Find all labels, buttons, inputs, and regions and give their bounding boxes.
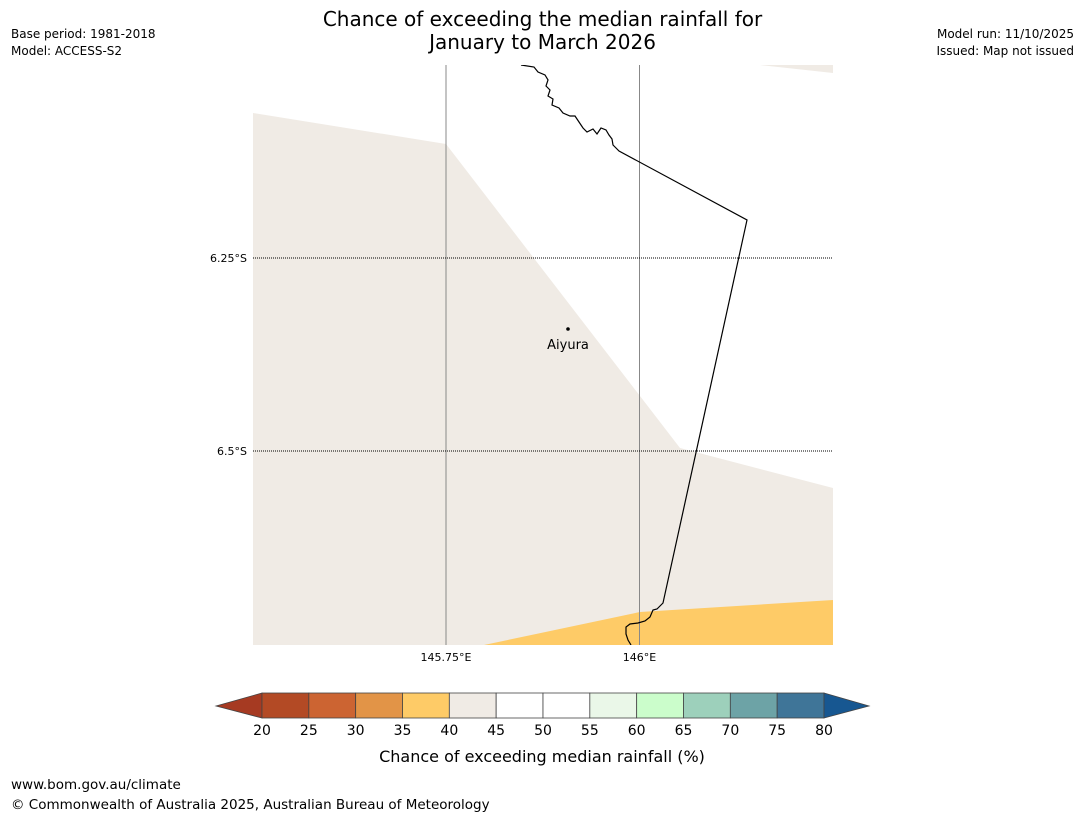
colorbar-cell-40-45 [448,692,497,719]
colorbar-cells [261,692,825,719]
colorbar-tick-label: 25 [300,723,318,739]
colorbar-high-extend [823,692,871,719]
map-area [253,65,833,645]
aiyura-label: Aiyura [547,338,589,353]
colorbar-tick-label: 50 [534,723,552,739]
region-35-40 [484,600,833,645]
colorbar-cell-30-35 [355,692,403,719]
title-line-1: Chance of exceeding the median rainfall … [322,7,763,31]
colorbar-ticks: 20 25 30 35 40 45 50 55 60 65 70 75 80 [253,723,833,739]
issued-status: Issued: Map not issued [936,44,1074,58]
colorbar-cell-50-55 [542,692,591,719]
region-40-45-top-right [760,65,833,73]
lon-label-145-75: 145.75°E [421,651,472,664]
colorbar-tick-label: 35 [394,723,412,739]
footer-url[interactable]: www.bom.gov.au/climate [11,777,181,793]
map-title: Chance of exceeding the median rainfall … [0,8,1085,54]
base-period: Base period: 1981-2018 [11,27,156,41]
title-line-2: January to March 2026 [429,30,656,54]
colorbar-tick-label: 55 [581,723,599,739]
colorbar-cell-25-30 [308,692,357,719]
model-run: Model run: 11/10/2025 [936,27,1074,41]
model-name: Model: ACCESS-S2 [11,44,123,58]
colorbar-tick-label: 30 [347,723,365,739]
colorbar-cell-35-40 [402,692,450,719]
colorbar-tick-label: 80 [815,723,833,739]
colorbar-cell-70-75 [729,692,778,719]
footer-copyright: © Commonwealth of Australia 2025, Austra… [11,797,490,813]
colorbar-tick-label: 70 [721,723,739,739]
region-40-45-left [253,113,833,645]
meta-left: Base period: 1981-2018 Model: ACCESS-S2 [11,26,156,60]
colorbar-cell-20-25 [261,692,310,719]
colorbar-tick-label: 20 [253,723,271,739]
footer: www.bom.gov.au/climate © Commonwealth of… [11,775,490,815]
lat-label-6-25: 6.25°S [210,252,247,265]
colorbar-cell-60-65 [636,692,684,719]
lat-label-6-5: 6.5°S [217,445,247,458]
colorbar-tick-label: 65 [675,723,693,739]
province-boundary [520,65,748,645]
meta-right: Model run: 11/10/2025 Issued: Map not is… [936,26,1074,60]
lon-label-146: 146°E [623,651,656,664]
colorbar-cell-55-60 [589,692,638,719]
colorbar-label: Chance of exceeding median rainfall (%) [379,747,705,766]
colorbar-tick-label: 45 [487,723,505,739]
colorbar-cell-45-50 [495,692,544,719]
colorbar-low-extend [214,692,263,719]
colorbar: 20 25 30 35 40 45 50 55 60 65 70 75 80 Chance of exc… [214,692,871,766]
colorbar-tick-label: 60 [628,723,646,739]
aiyura-marker [566,327,570,331]
colorbar-tick-label: 40 [440,723,458,739]
colorbar-tick-label: 75 [768,723,786,739]
colorbar-cell-65-70 [683,692,731,719]
colorbar-cell-75-80 [776,692,825,719]
